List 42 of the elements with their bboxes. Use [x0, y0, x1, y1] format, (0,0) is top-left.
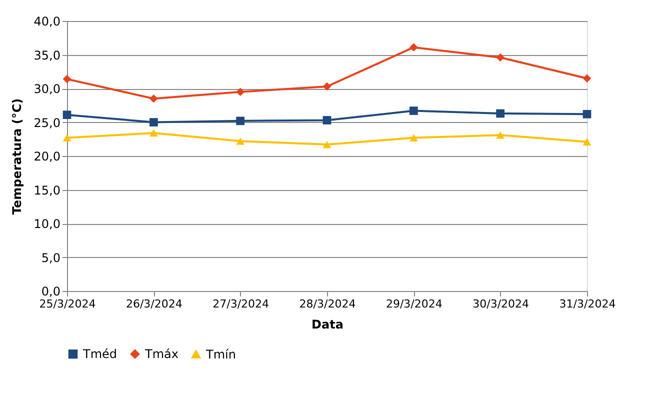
point: [496, 131, 505, 139]
x-tick-label: 30/3/2024: [472, 298, 530, 310]
y-tick-label: 0,0: [41, 284, 60, 298]
point: [582, 74, 592, 83]
y-axis-title: Temperatura (°C): [10, 98, 24, 215]
y-tick-label: 20,0: [34, 150, 60, 164]
x-axis-title: Data: [312, 318, 344, 332]
point: [236, 116, 245, 126]
point: [149, 94, 158, 103]
legend-label: Tmín: [205, 347, 236, 362]
point: [582, 110, 592, 118]
point: [62, 134, 72, 142]
x-tick-label: 29/3/2024: [386, 298, 442, 310]
x-tick-label: 27/3/2024: [212, 298, 270, 310]
point: [322, 140, 332, 148]
point: [496, 53, 505, 62]
legend-label: Tmáx: [144, 347, 178, 362]
x-tick-label: 25/3/2024: [39, 298, 96, 310]
point: [409, 134, 418, 142]
legend-label: Tméd: [82, 347, 118, 362]
x-tick-label: 31/3/2024: [559, 298, 616, 310]
point: [236, 138, 245, 145]
x-tick-label: 26/3/2024: [126, 298, 182, 310]
y-tick-label: 40,0: [34, 14, 60, 28]
point: [236, 88, 245, 96]
point: [322, 82, 332, 91]
y-tick-label: 30,0: [34, 82, 60, 96]
y-tick-label: 25,0: [34, 116, 60, 130]
y-tick-label: 35,0: [34, 48, 60, 62]
x-tick-label: 28/3/2024: [299, 298, 356, 310]
y-tick-label: 15,0: [34, 183, 60, 198]
point: [62, 110, 72, 120]
y-tick-label: 10,0: [34, 217, 60, 231]
point: [409, 43, 418, 52]
point: [62, 74, 72, 84]
point: [582, 138, 592, 146]
point: [409, 106, 418, 115]
point: [149, 129, 158, 137]
point: [322, 116, 332, 124]
point: [149, 118, 158, 126]
y-tick-label: 5,0: [41, 250, 60, 265]
point: [496, 109, 505, 118]
